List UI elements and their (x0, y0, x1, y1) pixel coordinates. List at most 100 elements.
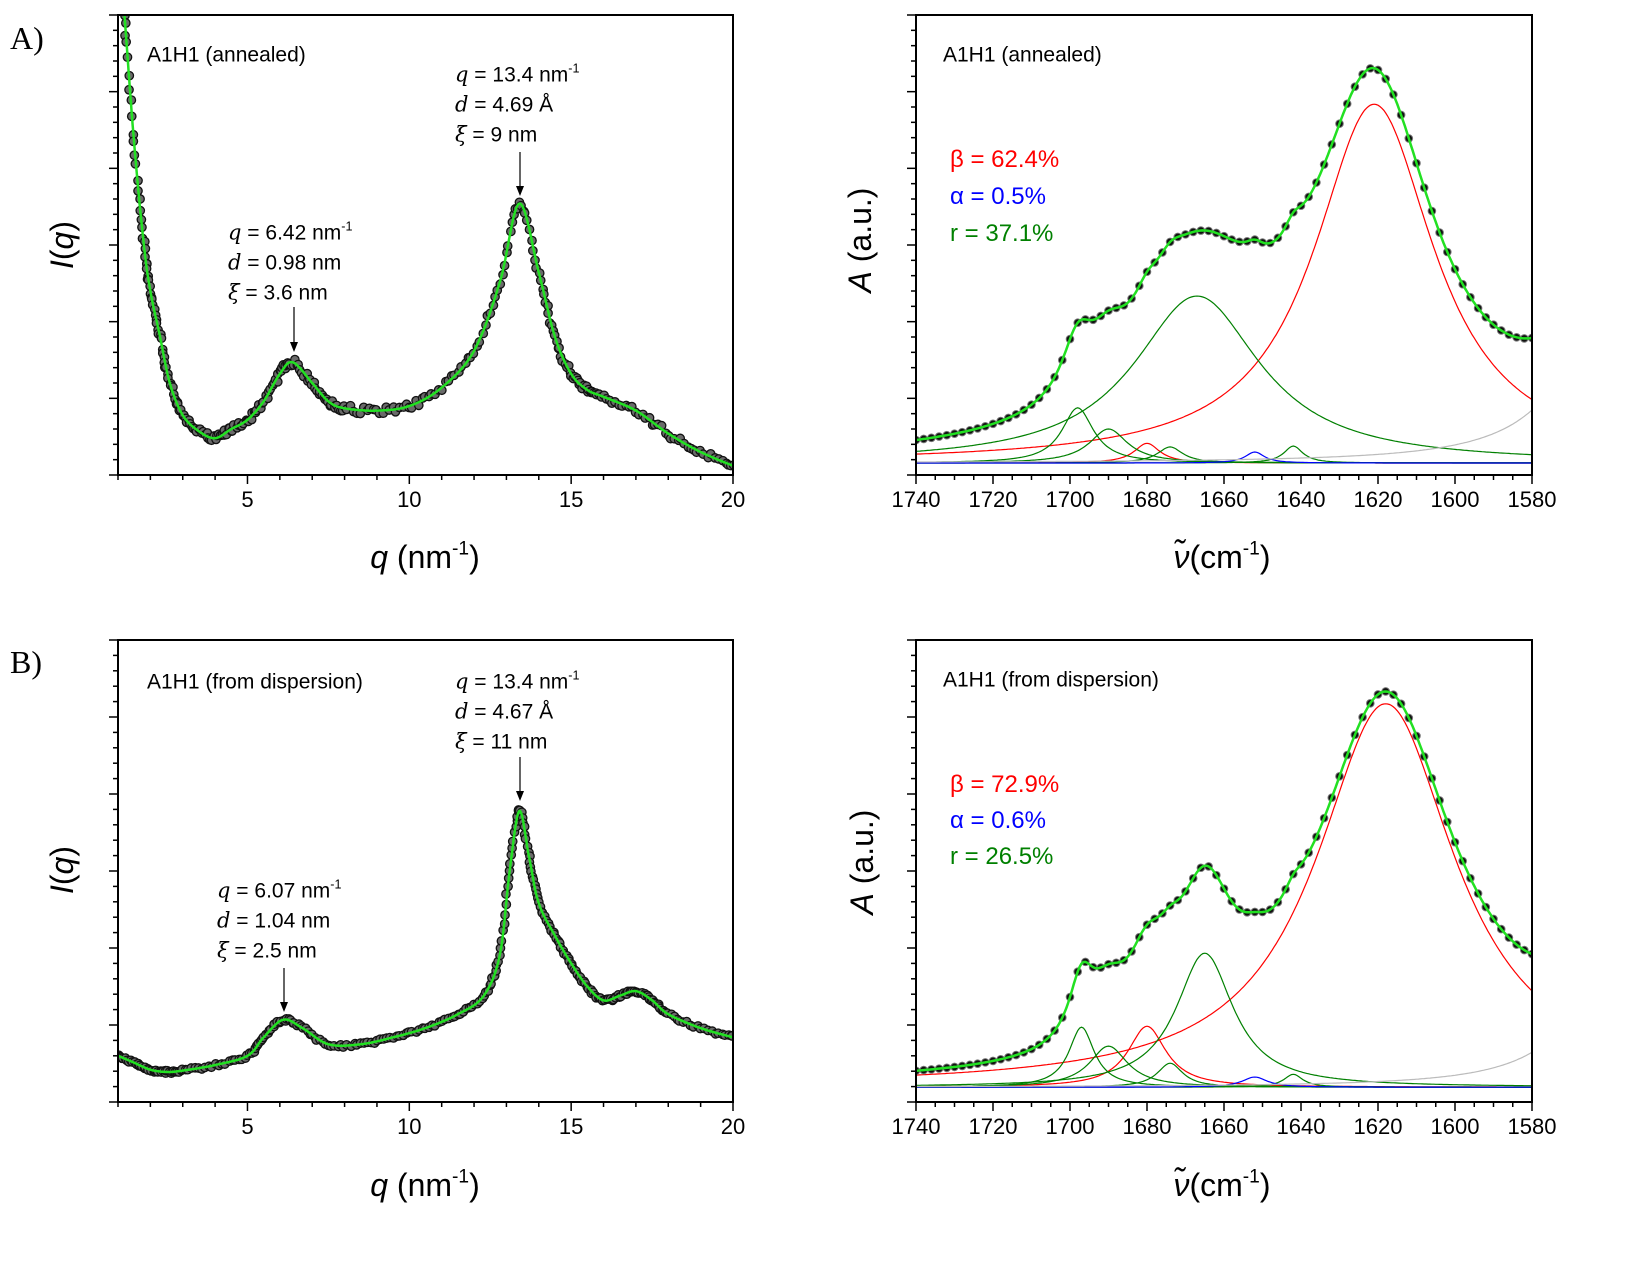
axis-unit-exponent: -1 (452, 1166, 470, 1188)
plot-area (120, 15, 733, 471)
fit-line (118, 809, 733, 1074)
annotation-value: = 2.5 nm (228, 939, 317, 963)
x-tick-label: 1720 (968, 487, 1018, 512)
x-tick-label: 1700 (1045, 487, 1095, 512)
annotation-exponent: -1 (568, 61, 580, 76)
fit-line (916, 66, 1532, 442)
axis-unit-close: ) (1259, 539, 1271, 575)
annotation-variable: d (217, 908, 231, 933)
component-peak (916, 103, 1532, 455)
panel-label-a: A) (10, 20, 44, 56)
annotation-value: = 0.98 nm (241, 251, 342, 275)
annotation-value: = 6.07 nm (230, 879, 331, 903)
x-axis-label: ν̃(cm-1) (1173, 538, 1271, 575)
x-axis-label: q (nm-1) (370, 538, 480, 575)
axis-variable: ν̃ (1173, 539, 1190, 575)
annotation-variable: q (455, 62, 469, 87)
component-peak (916, 295, 1532, 456)
chart-3 (109, 639, 734, 1111)
axis-unit-close: ) (44, 221, 80, 232)
axis-unit-exponent: -1 (1242, 1166, 1260, 1188)
x-tick-label: 1580 (1507, 487, 1557, 512)
axis-unit: (cm (1189, 1167, 1243, 1203)
x-tick-label: 5 (241, 1114, 254, 1139)
secondary-structure-fraction: r = 37.1% (950, 220, 1054, 247)
annotation-variable: d (455, 699, 469, 724)
annotation-value: = 13.4 nm (468, 670, 569, 694)
annotation-exponent: -1 (568, 668, 580, 683)
x-tick-label: 1580 (1507, 1114, 1557, 1139)
annotation-value: = 4.67 Å (468, 700, 554, 724)
peak-annotation-line: q = 13.4 nm-1 (455, 61, 580, 87)
annotation-variable: d (455, 92, 469, 117)
x-tick-label: 1620 (1353, 1114, 1403, 1139)
x-tick-label: 1660 (1199, 1114, 1249, 1139)
annotation-value: = 11 nm (466, 730, 548, 754)
annotation-variable: ξ (217, 938, 229, 963)
axis-variable: q (370, 539, 389, 575)
x-tick-label: 1620 (1353, 487, 1403, 512)
axis-variable: ν̃ (1173, 1167, 1190, 1203)
x-tick-label: 15 (558, 487, 584, 512)
x-tick-label: 10 (397, 1114, 422, 1139)
axis-unit-exponent: -1 (452, 538, 470, 560)
x-tick-label: 1700 (1045, 1114, 1095, 1139)
component-peak (916, 1051, 1532, 1088)
component-peak (916, 1045, 1532, 1088)
secondary-structure-fraction: α = 0.5% (950, 183, 1046, 210)
sample-label: A1H1 (from dispersion) (147, 670, 363, 694)
component-peak (916, 428, 1532, 464)
y-axis-label: I(q) (44, 221, 80, 269)
peak-annotation-line: q = 6.42 nm-1 (228, 219, 353, 245)
axis-variable: q (44, 231, 80, 250)
y-axis-label: I(q) (44, 846, 80, 894)
annotation-value: = 13.4 nm (468, 63, 569, 87)
fit-line (916, 690, 1532, 1072)
peak-annotation-line: d = 0.98 nm (228, 250, 342, 275)
arrow-head-icon (280, 1002, 288, 1012)
axis-unit: ( (44, 249, 80, 261)
x-tick-label: 1720 (968, 1114, 1018, 1139)
arrow-head-icon (516, 791, 524, 801)
axis-unit-close: ) (44, 846, 80, 857)
sample-label: A1H1 (annealed) (943, 43, 1102, 67)
axis-variable: A (844, 893, 880, 915)
chart-4 (907, 639, 1533, 1111)
peak-annotation-line: q = 6.07 nm-1 (217, 878, 341, 903)
plot-area (118, 805, 733, 1079)
panel-label-b: B) (10, 644, 42, 680)
x-tick-label: 20 (720, 1114, 746, 1139)
secondary-structure-fraction: β = 62.4% (950, 146, 1060, 173)
annotation-value: = 6.42 nm (241, 221, 342, 245)
component-peak (916, 445, 1532, 464)
x-tick-label: 1740 (891, 1114, 941, 1139)
annotation-exponent: -1 (341, 219, 353, 234)
x-tick-label: 15 (558, 1114, 584, 1139)
axis-unit: ( (44, 874, 80, 886)
x-tick-label: 5 (241, 487, 254, 512)
arrow-head-icon (290, 342, 298, 352)
axis-unit: (a.u.) (844, 809, 880, 894)
peak-annotation-line: q = 13.4 nm-1 (455, 668, 580, 694)
axis-unit-close: ) (469, 539, 480, 575)
sample-label: A1H1 (from dispersion) (943, 668, 1159, 692)
x-tick-label: 1680 (1122, 1114, 1172, 1139)
chart-2 (907, 14, 1533, 484)
peak-annotation-line: d = 1.04 nm (217, 908, 330, 933)
plot-frame (117, 14, 734, 476)
x-tick-label: 10 (397, 487, 422, 512)
axis-variable: q (44, 856, 80, 875)
fit-line (123, 15, 733, 467)
annotation-variable: d (228, 250, 242, 275)
x-axis-label: q (nm-1) (370, 1166, 480, 1201)
y-axis-label: A (a.u.) (844, 809, 880, 915)
plot-frame (915, 639, 1533, 1103)
peak-annotation-line: d = 4.69 Å (455, 92, 553, 117)
axis-variable: I (44, 885, 80, 894)
x-axis-label: ν̃(cm-1) (1173, 1166, 1270, 1203)
axis-unit-exponent: -1 (1242, 538, 1260, 560)
axis-variable: I (44, 260, 80, 269)
component-peak (916, 952, 1532, 1087)
x-tick-label: 1640 (1276, 487, 1326, 512)
